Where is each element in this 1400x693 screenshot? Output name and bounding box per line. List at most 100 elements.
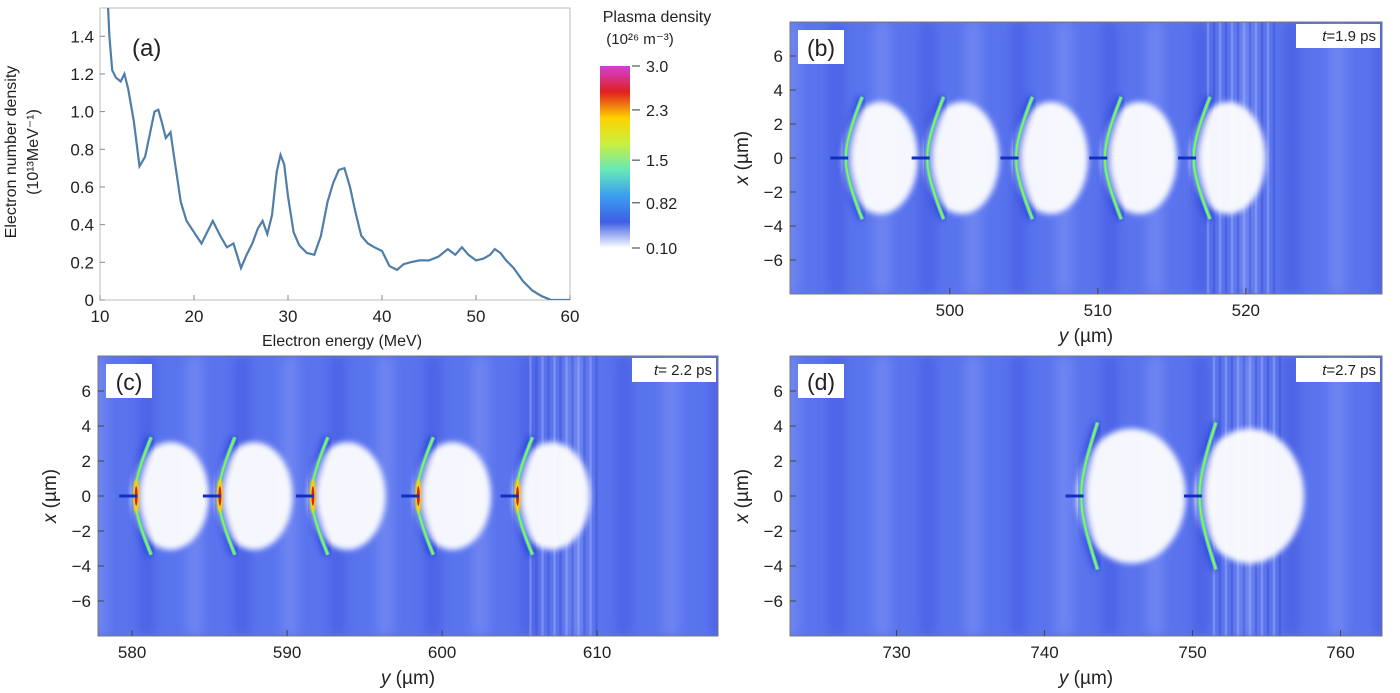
colorbar-title-line1: Plasma density: [603, 9, 712, 26]
panel-d-time-label: t=2.7 ps: [1322, 362, 1376, 379]
panel-b-y-tick-label: −2: [764, 183, 783, 202]
panel-d-ticks: 730 740 750 760 6 4 2 0 −2 −4 −6: [764, 382, 1355, 662]
colorbar-tick-label: 2.3: [646, 103, 668, 120]
panel-a-electron-spectrum: 10 20 30 40 50 60 0 0.2 0.4 0.6 0.8 1.0 1.2 1.4 (a) E…: [3, 7, 579, 350]
panel-a-y-axis-label-line1: Electron number density: [3, 66, 20, 239]
panel-c-y-axis-symbol: x: [40, 512, 61, 524]
panel-b-bubble: [1178, 94, 1266, 222]
panel-c-y-tick-label: 6: [82, 382, 91, 401]
panel-c-y-tick-label: −4: [72, 557, 91, 576]
panel-c-y-tick-label: 0: [82, 487, 91, 506]
panel-b-bubble: [911, 94, 1000, 222]
panel-b-x-axis-symbol: y: [1057, 326, 1070, 347]
panel-c-bubble-cavity: [215, 442, 293, 550]
panel-b-label-text: (b): [807, 35, 835, 61]
panel-d-wake-band: [1011, 356, 1026, 636]
panel-d-x-tick-label: 740: [1030, 643, 1058, 662]
panel-c-bubble-cavity: [308, 442, 386, 550]
panel-c-bubble-cavity: [513, 442, 591, 550]
panel-c-bubble: [202, 435, 293, 557]
panel-d-y-tick-label: −2: [764, 522, 783, 541]
panel-b-y-axis-unit: (µm): [732, 131, 753, 176]
panel-c-y-axis-label: x (µm): [40, 469, 61, 524]
colorbar-tick-label: 0.82: [646, 196, 677, 213]
panel-c-bubble: [401, 435, 491, 557]
panel-c-time-symbol: t: [654, 362, 659, 379]
panel-b-x-axis-unit: (µm): [1068, 326, 1113, 347]
panel-a-x-tick-label: 20: [185, 307, 204, 326]
panel-b-label: (b): [798, 30, 844, 64]
panel-d-wake-band: [1057, 356, 1072, 636]
panel-d-wake-band: [1330, 356, 1345, 636]
panel-c-ticks: 580 590 600 610 6 4 2 0 −2 −4 −6: [72, 382, 612, 662]
panel-b-bubble: [830, 94, 918, 222]
panel-b-bubble-cavity: [1101, 101, 1177, 215]
panel-a-x-tick-label: 40: [373, 307, 392, 326]
panel-c-label-box: [106, 364, 152, 398]
panel-b-y-tick-label: 2: [774, 115, 783, 134]
panel-c-time-label: t= 2.2 ps: [654, 362, 712, 379]
panel-c-label: (c): [106, 364, 152, 398]
panel-b-plot: [790, 22, 1382, 294]
panel-d-time: t=2.7 ps: [1296, 358, 1380, 382]
panel-b-bubble: [1000, 94, 1089, 222]
panel-c-y-tick-label: −6: [72, 592, 91, 611]
panel-a-label: (a): [132, 35, 161, 62]
panel-d-wake-band: [829, 356, 844, 636]
panel-b-ticks: 500 510 520 6 4 2 0 −2 −4 −6: [764, 47, 1260, 320]
panel-a-ticks: 10 20 30 40 50 60 0 0.2 0.4 0.6 0.8 1.0 1.2 1.4: [70, 27, 579, 326]
panel-d-time-box: [1296, 358, 1380, 382]
panel-b-wake-band: [1376, 22, 1382, 294]
panel-d-bubble-cavity: [1076, 428, 1186, 564]
panel-d-y-axis-unit: (µm): [732, 469, 753, 514]
panel-d-y-axis-symbol: x: [732, 512, 753, 524]
panel-b-time-value: =1.9 ps: [1326, 28, 1376, 45]
colorbar-ticks: 0.10 0.82 1.5 2.3 3.0: [632, 59, 677, 258]
panel-c-x-axis-unit: (µm): [390, 668, 435, 689]
panel-a-y-tick-label: 1.2: [70, 65, 94, 84]
panel-a-x-tick-label: 50: [467, 307, 486, 326]
panel-c-bubble: [295, 435, 386, 557]
panel-a-y-tick-label: 0.6: [70, 178, 94, 197]
panel-b-x-tick-label: 500: [936, 301, 964, 320]
colorbar-tick-label: 3.0: [646, 59, 668, 76]
panel-b-y-axis-label: x (µm): [732, 131, 753, 186]
panel-b-bubble-cavity: [1190, 101, 1266, 215]
panel-d-wake-band: [1376, 356, 1382, 636]
panel-c-label-text: (c): [116, 369, 143, 395]
panel-a-y-tick-label: 1.0: [70, 103, 94, 122]
panel-c-y-axis-unit: (µm): [40, 469, 61, 514]
panel-c-x-axis-symbol: y: [379, 668, 392, 689]
colorbar-bar: [600, 66, 630, 248]
panel-b-x-tick-label: 520: [1232, 301, 1260, 320]
panel-b-wake-band: [1330, 22, 1345, 294]
panel-d-x-axis-label: y (µm): [1057, 668, 1113, 689]
panel-b-label-box: [798, 30, 844, 64]
panel-a-y-tick-label: 0: [85, 291, 94, 310]
panel-b-time-symbol: t: [1322, 28, 1327, 45]
panel-c-bubble-cavity: [413, 442, 491, 550]
panel-c-x-tick-label: 590: [273, 643, 301, 662]
panel-d-wake-band: [966, 356, 981, 636]
panel-c-wake-band: [616, 356, 631, 636]
panel-d-plot: [790, 356, 1382, 636]
panel-a-y-tick-label: 0.4: [70, 216, 94, 235]
panel-a-y-axis-label-line2: (10¹³MeV⁻¹): [25, 109, 42, 195]
panel-c-wake-band: [712, 356, 718, 636]
panel-d-x-tick-label: 730: [882, 643, 910, 662]
colorbar-tick-label: 0.10: [646, 241, 677, 258]
panel-b-bubble-cavity: [1013, 101, 1089, 215]
panel-d-y-tick-label: 2: [774, 452, 783, 471]
panel-d-bubble: [1183, 420, 1305, 572]
panel-c-time: t= 2.2 ps: [632, 358, 716, 382]
panel-c-x-tick-label: 600: [428, 643, 456, 662]
panel-d-bubble-cavity: [1195, 428, 1305, 564]
panel-b-wake-band: [1284, 22, 1299, 294]
panel-d-bubble: [1065, 420, 1186, 572]
panel-b-y-tick-label: 4: [774, 81, 783, 100]
panel-d-label: (d): [798, 364, 844, 398]
panel-c-x-axis-label: y (µm): [379, 668, 435, 689]
panel-d-y-tick-label: 4: [774, 417, 783, 436]
